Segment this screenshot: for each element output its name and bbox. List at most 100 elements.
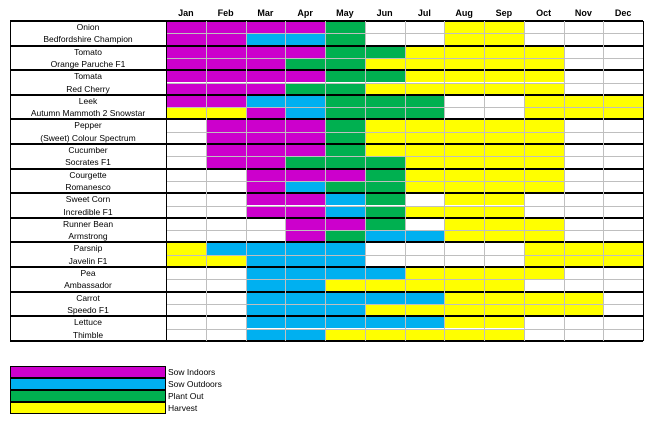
month-header-may: May <box>336 8 354 18</box>
calendar-cell-sow-indoors <box>205 57 246 71</box>
calendar-cell-harvest <box>603 242 643 255</box>
crop-divider <box>10 216 643 219</box>
calendar-cell-sow-indoors <box>205 45 246 58</box>
calendar-cell-plant-out <box>364 70 405 83</box>
crop-name: Lettuce <box>74 317 102 328</box>
calendar-cell-harvest <box>523 254 564 267</box>
calendar-cell-harvest <box>444 82 484 95</box>
column-gridline <box>166 21 167 341</box>
calendar-cell-harvest <box>484 279 524 292</box>
month-header-feb: Feb <box>217 8 234 18</box>
calendar-cell-harvest <box>444 279 484 292</box>
calendar-cell-plant-out <box>364 193 405 206</box>
calendar-cell-sow-outdoors <box>245 33 286 46</box>
calendar-cell-harvest <box>563 303 604 317</box>
calendar-cell-sow-outdoors <box>245 94 286 108</box>
legend-swatch <box>10 402 166 414</box>
calendar-cell-sow-indoors <box>285 119 325 132</box>
calendar-cell-sow-outdoors <box>285 94 325 108</box>
calendar-cell-harvest <box>166 107 206 120</box>
legend-label: Plant Out <box>168 391 204 401</box>
calendar-cell-harvest <box>364 82 405 95</box>
calendar-cell-sow-indoors <box>285 205 325 218</box>
calendar-cell-sow-outdoors <box>205 242 246 255</box>
calendar-cell-sow-indoors <box>245 131 286 144</box>
calendar-cell-sow-indoors <box>205 21 246 34</box>
calendar-cell-harvest <box>484 144 524 157</box>
calendar-cell-harvest <box>484 21 524 34</box>
crop-divider <box>10 192 643 195</box>
calendar-cell-sow-indoors <box>245 180 286 194</box>
calendar-cell-harvest <box>523 144 564 157</box>
month-header-aug: Aug <box>455 8 473 18</box>
calendar-cell-plant-out <box>325 57 365 71</box>
crop-variety: Red Cherry <box>66 83 110 94</box>
crop-divider <box>10 339 643 342</box>
calendar-cell-plant-out <box>364 168 405 181</box>
calendar-cell-harvest <box>444 180 484 194</box>
month-header-nov: Nov <box>574 8 592 18</box>
crop-divider <box>10 143 643 145</box>
calendar-cell-sow-outdoors <box>325 316 365 329</box>
column-gridline <box>245 21 247 341</box>
calendar-cell-sow-indoors <box>205 144 246 157</box>
calendar-cell-harvest <box>484 33 524 46</box>
calendar-cell-harvest <box>484 70 524 83</box>
calendar-cell-harvest <box>523 180 564 194</box>
calendar-cell-harvest <box>523 45 564 58</box>
calendar-cell-sow-outdoors <box>245 316 286 329</box>
calendar-cell-harvest <box>205 107 246 120</box>
calendar-cell-sow-indoors <box>285 168 325 181</box>
calendar-cell-harvest <box>444 303 484 317</box>
crop-variety: Armstrong <box>68 231 108 242</box>
calendar-cell-sow-outdoors <box>285 33 325 46</box>
crop-divider <box>10 44 643 47</box>
column-gridline <box>325 21 326 341</box>
calendar-cell-sow-outdoors <box>285 303 325 317</box>
calendar-cell-harvest <box>444 21 484 34</box>
calendar-cell-harvest <box>484 316 524 329</box>
legend: Sow Indoors Sow Outdoors Plant Out Harve… <box>10 366 310 414</box>
crop-variety: Speedo F1 <box>67 304 109 315</box>
crop-variety: Autumn Mammoth 2 Snowstar <box>30 108 146 119</box>
calendar-cell-harvest <box>523 230 564 243</box>
calendar-cell-sow-outdoors <box>325 303 365 317</box>
crop-divider <box>10 167 643 170</box>
calendar-cell-harvest <box>444 131 484 144</box>
crop-divider <box>10 266 643 268</box>
calendar-cell-sow-indoors <box>245 205 286 218</box>
calendar-cell-harvest <box>325 279 365 292</box>
calendar-cell-sow-indoors <box>245 70 286 83</box>
calendar-cell-harvest <box>484 328 524 341</box>
calendar-cell-plant-out <box>325 107 365 120</box>
calendar-cell-plant-out <box>325 21 365 34</box>
calendar-cell-harvest <box>523 57 564 71</box>
calendar-cell-plant-out <box>325 156 365 169</box>
calendar-cell-harvest <box>563 254 604 267</box>
calendar-cell-harvest <box>444 144 484 157</box>
calendar-cell-plant-out <box>285 82 325 95</box>
crop-name: Tomata <box>74 71 102 82</box>
calendar-cell-harvest <box>444 230 484 243</box>
crop-variety: Ambassador <box>64 280 112 291</box>
calendar-cell-sow-indoors <box>205 82 246 95</box>
calendar-cell-harvest <box>444 291 484 304</box>
calendar-cell-harvest <box>484 119 524 132</box>
legend-label: Harvest <box>168 403 198 413</box>
crop-name: Onion <box>76 22 100 32</box>
calendar-cell-harvest <box>484 267 524 280</box>
calendar-cell-harvest <box>404 205 445 218</box>
calendar-cell-harvest <box>444 33 484 46</box>
calendar-cell-harvest <box>404 144 445 157</box>
month-header-jul: Jul <box>417 8 431 18</box>
calendar-cell-sow-indoors <box>325 168 365 181</box>
calendar-cell-harvest <box>484 156 524 169</box>
crop-name: Courgette <box>69 169 107 180</box>
calendar-cell-plant-out <box>325 131 365 144</box>
calendar-cell-sow-outdoors <box>325 267 365 280</box>
calendar-cell-plant-out <box>364 205 405 218</box>
calendar-cell-harvest <box>404 82 445 95</box>
calendar-cell-harvest <box>603 254 643 267</box>
calendar-cell-plant-out <box>364 180 405 194</box>
calendar-cell-harvest <box>364 131 405 144</box>
